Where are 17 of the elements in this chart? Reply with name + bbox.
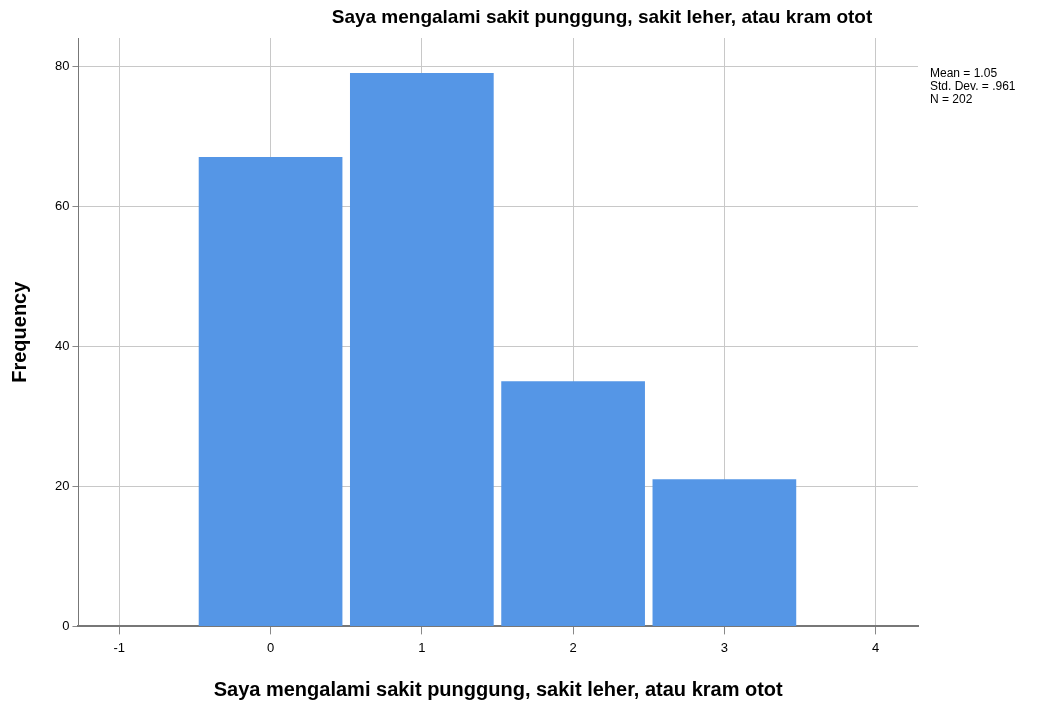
y-tick-label: 60 (54, 197, 70, 213)
x-tick-label: 0 (266, 639, 275, 655)
x-tick-label: -1 (113, 639, 126, 655)
y-tick-label: 0 (62, 617, 70, 633)
chart-title: Saya mengalami sakit punggung, sakit leher, atau kram otot (331, 6, 873, 28)
y-axis-title: Frequency (7, 280, 30, 383)
y-tick-label: 80 (54, 57, 70, 73)
x-tick-label: 2 (569, 639, 577, 655)
text: Std. Dev. = .961 (930, 79, 1016, 94)
x-axis-title: Saya mengalami sakit punggung, sakit leher, atau kram otot (213, 677, 784, 700)
x-tick-label: 1 (418, 639, 426, 655)
x-tick-label: 3 (720, 639, 728, 655)
x-tick-label: 4 (872, 639, 880, 655)
text: N = 202 (930, 92, 973, 107)
y-tick-label: 20 (54, 477, 70, 493)
text: Mean = 1.05 (930, 66, 998, 81)
y-tick-label: 40 (54, 337, 70, 353)
